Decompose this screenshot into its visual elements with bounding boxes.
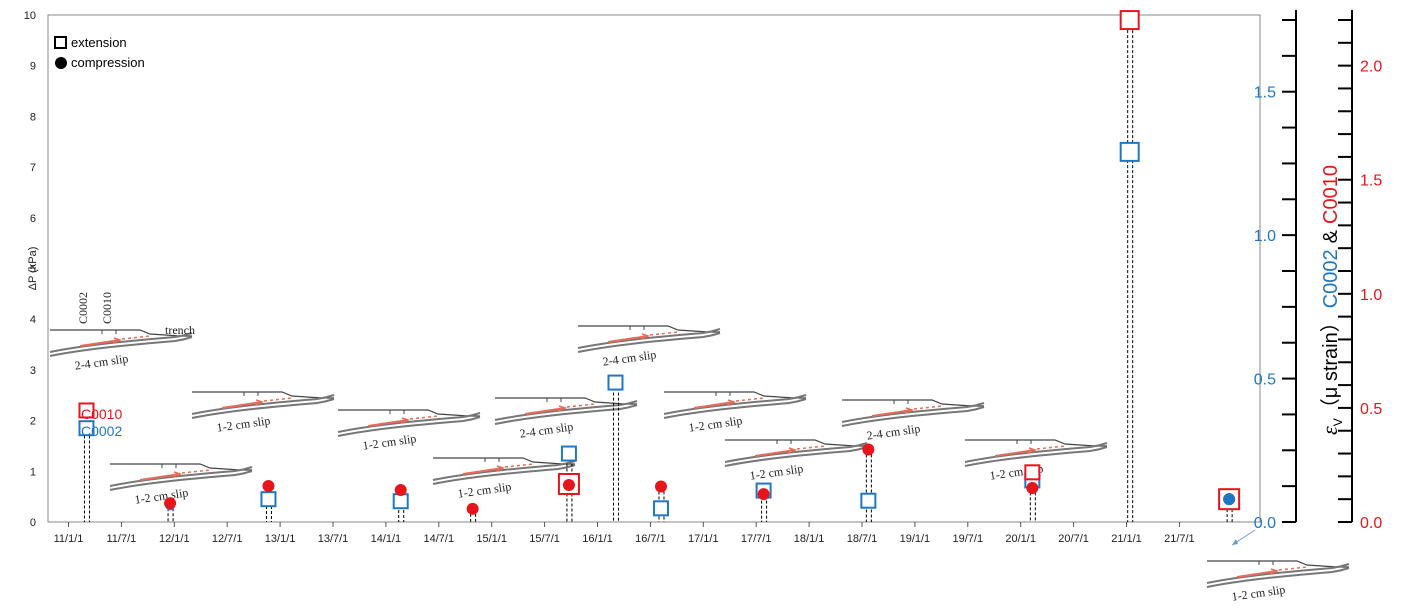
x-tick-label: 15/7/1: [529, 533, 560, 545]
compression-marker-c0010: [862, 443, 875, 456]
well-label-c0002: C0002: [76, 292, 90, 324]
blue-axis-label: 1.5: [1254, 85, 1276, 102]
station-legend-c0002: C0002: [81, 423, 122, 439]
fault-slip-inset: 1-2 cm slip: [432, 457, 576, 501]
inset-pointer-arrowhead: [1232, 539, 1238, 545]
compression-marker-c0002: [1223, 493, 1236, 506]
y-tick-label: 10: [24, 10, 36, 22]
x-tick-label: 13/1/1: [265, 533, 296, 545]
y-tick-label: 3: [30, 365, 36, 377]
well-label-c0010: C0010: [100, 292, 114, 324]
x-tick-label: 19/7/1: [953, 533, 984, 545]
x-tick-label: 17/1/1: [688, 533, 719, 545]
y-tick-label: 7: [30, 162, 36, 174]
y-tick-label: 2: [30, 416, 36, 428]
x-tick-label: 20/7/1: [1058, 533, 1089, 545]
ampersand: &: [1320, 229, 1342, 243]
legend-extension-marker: [54, 36, 67, 49]
x-tick-label: 15/1/1: [476, 533, 507, 545]
legend-extension-label: extension: [71, 35, 127, 50]
x-tick-label: 21/7/1: [1164, 533, 1195, 545]
trench-label: trench: [165, 323, 195, 337]
y-tick-label: 0: [30, 517, 36, 529]
blue-axis-label: 1.0: [1254, 228, 1276, 245]
compression-marker-c0010: [262, 480, 275, 493]
x-tick-label: 16/1/1: [582, 533, 613, 545]
extension-marker-c0010: [1119, 10, 1140, 31]
x-tick-label: 14/1/1: [371, 533, 402, 545]
extension-marker-c0002: [392, 493, 409, 510]
compression-marker-c0010: [757, 488, 770, 501]
x-tick-label: 13/7/1: [318, 533, 349, 545]
extension-marker-c0010: [1024, 464, 1041, 481]
strain-unit: （μ strain）: [1319, 312, 1342, 418]
x-tick-label: 21/1/1: [1111, 533, 1142, 545]
extension-marker-c0002: [652, 500, 669, 517]
compression-marker-c0010: [654, 480, 667, 493]
extension-marker-c0002: [607, 374, 624, 391]
y-tick-label: 6: [30, 213, 36, 225]
station-legend-c0010: C0010: [81, 406, 122, 422]
blue-station-name: C0002: [1320, 249, 1342, 308]
y-tick-label: 4: [30, 314, 36, 326]
red-axis-label: 2.0: [1360, 59, 1382, 76]
x-tick-label: 16/7/1: [635, 533, 666, 545]
x-tick-label: 11/7/1: [107, 533, 137, 545]
svg-text:εV（μ strain）C0002&C0010: εV（μ strain） C0002 & C0010: [1317, 165, 1345, 435]
epsilon-symbol: ε: [1317, 426, 1342, 435]
y-axis-label: ΔP (kPa): [27, 247, 39, 291]
epsilon-subscript: V: [1331, 418, 1345, 426]
x-tick-label: 12/7/1: [212, 533, 243, 545]
x-tick-label: 11/1/1: [54, 533, 84, 545]
red-station-name: C0010: [1320, 165, 1342, 224]
extension-marker-c0010: [78, 402, 95, 419]
extension-marker-c0002: [260, 491, 277, 508]
x-tick-label: 17/7/1: [741, 533, 772, 545]
compression-marker-c0010: [394, 484, 407, 497]
x-tick-label: 19/1/1: [900, 533, 931, 545]
compression-marker-c0010: [562, 478, 575, 491]
red-axis-label: 0.0: [1360, 515, 1382, 532]
compression-marker-c0010: [466, 502, 479, 515]
blue-axis-label: 0.5: [1254, 372, 1276, 389]
legend-compression-label: compression: [71, 55, 145, 70]
y-tick-label: 8: [30, 111, 36, 123]
compression-marker-c0010: [164, 497, 177, 510]
extension-marker-c0002: [860, 492, 877, 509]
y-tick-label: 1: [30, 466, 36, 478]
plot-frame: [47, 14, 1261, 523]
x-tick-label: 20/1/1: [1005, 533, 1036, 545]
extension-marker-c0002: [560, 445, 577, 462]
x-tick-label: 18/7/1: [847, 533, 878, 545]
right-axis-title: εV（μ strain） C0002 & C0010: [1317, 165, 1345, 435]
y-tick-label: 5: [30, 264, 36, 276]
x-tick-label: 12/1/1: [159, 533, 190, 545]
y-tick-label: 9: [30, 61, 36, 73]
compression-marker-c0010: [1026, 482, 1039, 495]
red-axis-label: 0.5: [1360, 401, 1382, 418]
x-tick-label: 18/1/1: [794, 533, 825, 545]
red-axis-label: 1.0: [1360, 287, 1382, 304]
x-tick-label: 14/7/1: [424, 533, 455, 545]
red-axis-label: 1.5: [1360, 173, 1382, 190]
blue-axis-label: 0.0: [1254, 515, 1276, 532]
extension-marker-c0002: [78, 420, 95, 437]
extension-marker-c0002: [1119, 141, 1140, 162]
legend-compression-marker: [55, 57, 67, 69]
